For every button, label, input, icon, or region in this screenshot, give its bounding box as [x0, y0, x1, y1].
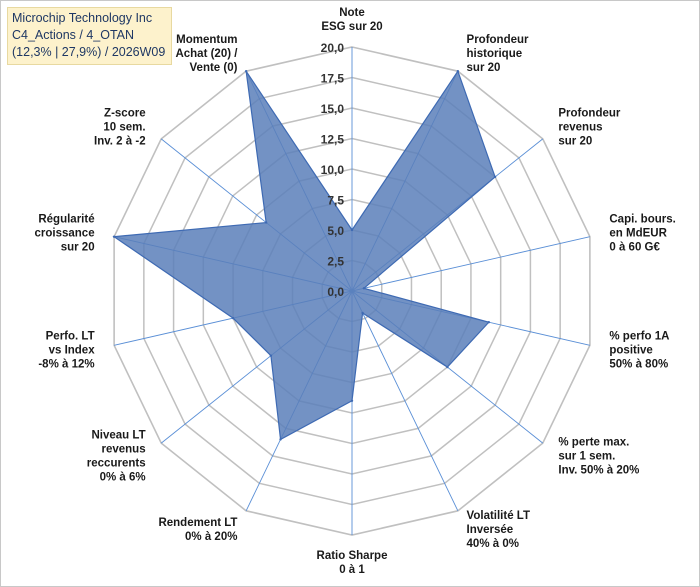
axis-label-line: revenus — [558, 121, 602, 133]
data-point — [269, 354, 273, 357]
axis-label-line: Niveau LT — [91, 430, 145, 442]
axis-label-line: Momentum — [176, 34, 237, 46]
axis-label-line: historique — [467, 48, 523, 60]
chart-title-category: C4_Actions / 4_OTAN — [12, 28, 135, 42]
axis-label-line: Note — [339, 7, 365, 19]
axis-label-line: reccurents — [87, 458, 146, 470]
axis-label-line: 50% à 80% — [609, 359, 668, 371]
data-point — [244, 69, 248, 73]
axis-label: Niveau LT revenus reccurents 0% à 6% — [87, 430, 146, 484]
radial-tick-label: 20,0 — [321, 41, 345, 55]
data-point — [231, 316, 235, 320]
axis-label-line: Inv. 2 à -2 — [94, 135, 146, 147]
data-series-area — [112, 69, 496, 441]
axis-label: Ratio Sharpe 0 à 1 — [317, 550, 388, 576]
data-point — [264, 221, 268, 224]
radial-tick-label: 12,5 — [321, 133, 345, 147]
axis-label-line: sur 1 sem. — [558, 451, 615, 463]
data-point — [493, 175, 497, 179]
radial-tick-label: 0,0 — [327, 285, 344, 299]
chart-title-company: Microchip Technology Inc — [12, 11, 153, 25]
radial-tick-label: 17,5 — [321, 72, 345, 86]
axis-label-line: positive — [609, 345, 652, 357]
axis-label: % perfo 1A positive 50% à 80% — [609, 331, 669, 371]
axis-label-line: Capi. bours. — [609, 213, 675, 225]
data-point — [112, 235, 116, 238]
axis-label-line: Profondeur — [558, 107, 620, 119]
axis-label-line: Inv. 50% à 20% — [558, 465, 639, 477]
axis-label-line: Inversée — [467, 524, 514, 536]
axis-label-line: en MdEUR — [609, 227, 667, 239]
axis-label-line: % perfo 1A — [609, 331, 669, 343]
radial-tick-label: 2,5 — [327, 255, 344, 269]
axis-label: Profondeur historique sur 20 — [467, 34, 529, 74]
radial-tick-label: 5,0 — [327, 224, 344, 238]
axis-label-line: Ratio Sharpe — [317, 550, 388, 562]
axis-label: Z-score 10 sem. Inv. 2 à -2 — [94, 107, 146, 147]
chart-title-stats: (12,3% | 27,9%) / 2026W09 — [12, 45, 166, 59]
data-point — [350, 228, 354, 232]
data-point — [279, 438, 282, 441]
axis-label-line: 0% à 20% — [185, 531, 237, 543]
axis-label-line: Perfo. LT — [46, 331, 95, 343]
axis-label-line: vs Index — [49, 345, 96, 357]
axis-label-line: revenus — [101, 444, 145, 456]
axis-label: Capi. bours. en MdEUR 0 à 60 G€ — [609, 213, 675, 253]
axis-label-line: Z-score — [104, 107, 146, 119]
axis-label-line: -8% à 12% — [38, 359, 94, 371]
axis-label: % perte max. sur 1 sem. Inv. 50% à 20% — [558, 437, 639, 477]
axis-label: Perfo. LT vs Index -8% à 12% — [38, 331, 95, 371]
radial-tick-label: 7,5 — [327, 194, 344, 208]
axis-label-line: sur 20 — [558, 135, 592, 147]
data-point — [350, 399, 354, 402]
data-point — [456, 69, 460, 73]
axis-label: Volatilité LT Inversée 40% à 0% — [467, 510, 530, 550]
axis-label: Momentum Achat (20) / Vente (0) — [175, 34, 238, 74]
axis-label: Note ESG sur 20 — [321, 7, 382, 33]
axis-label: Régularité croissance sur 20 — [35, 213, 95, 253]
chart-title-box: Microchip Technology Inc C4_Actions / 4_… — [7, 7, 172, 65]
axis-spoke — [351, 236, 590, 292]
axis-label-line: croissance — [35, 227, 95, 239]
data-point — [361, 311, 364, 315]
axis-label-line: Rendement LT — [158, 517, 237, 529]
radial-tick-label: 10,0 — [321, 163, 345, 177]
axis-label-line: ESG sur 20 — [321, 21, 382, 33]
axis-label: Rendement LT 0% à 20% — [158, 517, 237, 543]
axis-label-line: Profondeur — [467, 34, 529, 46]
axis-label-line: Régularité — [38, 213, 94, 225]
axis-label-line: 40% à 0% — [467, 538, 519, 550]
axis-label-line: 0 à 1 — [339, 564, 365, 576]
data-point — [362, 287, 366, 290]
axis-label-line: Achat (20) / — [175, 48, 238, 60]
data-point — [487, 321, 490, 324]
axis-label-line: 0 à 60 G€ — [609, 241, 660, 253]
radial-tick-label: 15,0 — [321, 102, 345, 116]
axis-label-line: sur 20 — [467, 62, 501, 74]
axis-label-line: sur 20 — [61, 241, 95, 253]
axis-label-line: % perte max. — [558, 437, 629, 449]
axis-label-line: Volatilité LT — [467, 510, 530, 522]
data-point — [446, 365, 449, 369]
axis-label-line: 0% à 6% — [100, 472, 146, 484]
axis-label: Profondeur revenus sur 20 — [558, 107, 620, 147]
axis-label-line: 10 sem. — [103, 121, 145, 133]
axis-spoke — [351, 290, 459, 512]
axis-label-line: Vente (0) — [190, 62, 238, 74]
